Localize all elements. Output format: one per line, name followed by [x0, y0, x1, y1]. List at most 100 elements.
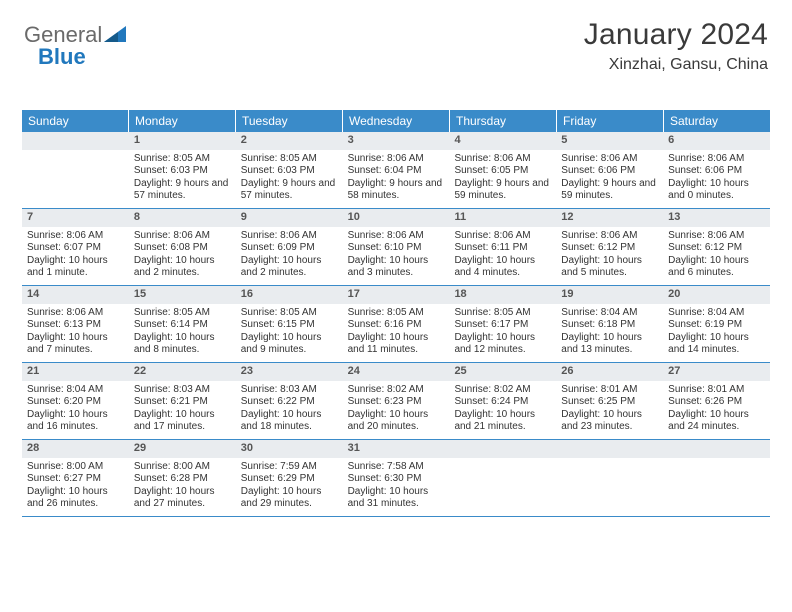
- day-number: 19: [556, 286, 663, 304]
- sunset-text: Sunset: 6:25 PM: [561, 396, 658, 409]
- sunrise-text: Sunrise: 8:05 AM: [241, 307, 338, 320]
- day-cell: 3Sunrise: 8:06 AMSunset: 6:04 PMDaylight…: [343, 132, 450, 208]
- location: Xinzhai, Gansu, China: [584, 56, 768, 74]
- day-cell: 19Sunrise: 8:04 AMSunset: 6:18 PMDayligh…: [556, 286, 663, 362]
- day-number: 10: [343, 209, 450, 227]
- day-body: Sunrise: 7:58 AMSunset: 6:30 PMDaylight:…: [343, 458, 450, 516]
- day-number: 15: [129, 286, 236, 304]
- logo-triangle-icon: [104, 22, 126, 48]
- day-body: Sunrise: 8:06 AMSunset: 6:04 PMDaylight:…: [343, 150, 450, 208]
- sunrise-text: Sunrise: 8:04 AM: [27, 384, 124, 397]
- sunset-text: Sunset: 6:16 PM: [348, 319, 445, 332]
- day-body: Sunrise: 8:01 AMSunset: 6:25 PMDaylight:…: [556, 381, 663, 439]
- day-cell: 26Sunrise: 8:01 AMSunset: 6:25 PMDayligh…: [556, 363, 663, 439]
- sunset-text: Sunset: 6:28 PM: [134, 473, 231, 486]
- sunrise-text: Sunrise: 8:06 AM: [348, 230, 445, 243]
- day-cell: 28Sunrise: 8:00 AMSunset: 6:27 PMDayligh…: [22, 440, 129, 516]
- day-cell: 20Sunrise: 8:04 AMSunset: 6:19 PMDayligh…: [663, 286, 770, 362]
- daylight-text: Daylight: 10 hours and 17 minutes.: [134, 409, 231, 434]
- daylight-text: Daylight: 10 hours and 1 minute.: [27, 255, 124, 280]
- daylight-text: Daylight: 9 hours and 57 minutes.: [241, 178, 338, 203]
- sunset-text: Sunset: 6:22 PM: [241, 396, 338, 409]
- day-body: Sunrise: 8:06 AMSunset: 6:13 PMDaylight:…: [22, 304, 129, 362]
- day-number: 14: [22, 286, 129, 304]
- day-body: Sunrise: 8:05 AMSunset: 6:16 PMDaylight:…: [343, 304, 450, 362]
- sunset-text: Sunset: 6:12 PM: [668, 242, 765, 255]
- sunrise-text: Sunrise: 8:02 AM: [348, 384, 445, 397]
- sunset-text: Sunset: 6:24 PM: [454, 396, 551, 409]
- daylight-text: Daylight: 10 hours and 8 minutes.: [134, 332, 231, 357]
- week-row: 14Sunrise: 8:06 AMSunset: 6:13 PMDayligh…: [22, 286, 770, 363]
- day-cell: 16Sunrise: 8:05 AMSunset: 6:15 PMDayligh…: [236, 286, 343, 362]
- day-number: 18: [449, 286, 556, 304]
- title-block: January 2024 Xinzhai, Gansu, China: [584, 18, 768, 74]
- week-row: 7Sunrise: 8:06 AMSunset: 6:07 PMDaylight…: [22, 209, 770, 286]
- daylight-text: Daylight: 10 hours and 0 minutes.: [668, 178, 765, 203]
- day-body: Sunrise: 8:06 AMSunset: 6:12 PMDaylight:…: [556, 227, 663, 285]
- day-cell: 30Sunrise: 7:59 AMSunset: 6:29 PMDayligh…: [236, 440, 343, 516]
- sunset-text: Sunset: 6:27 PM: [27, 473, 124, 486]
- day-cell: 7Sunrise: 8:06 AMSunset: 6:07 PMDaylight…: [22, 209, 129, 285]
- sunrise-text: Sunrise: 8:02 AM: [454, 384, 551, 397]
- day-number: 20: [663, 286, 770, 304]
- sunrise-text: Sunrise: 8:06 AM: [668, 153, 765, 166]
- sunset-text: Sunset: 6:11 PM: [454, 242, 551, 255]
- weekday-header: Sunday: [22, 110, 129, 132]
- day-body: Sunrise: 8:06 AMSunset: 6:09 PMDaylight:…: [236, 227, 343, 285]
- weeks-container: 1Sunrise: 8:05 AMSunset: 6:03 PMDaylight…: [22, 132, 770, 517]
- day-body: Sunrise: 8:04 AMSunset: 6:19 PMDaylight:…: [663, 304, 770, 362]
- day-number: 21: [22, 363, 129, 381]
- daylight-text: Daylight: 10 hours and 24 minutes.: [668, 409, 765, 434]
- sunset-text: Sunset: 6:03 PM: [241, 165, 338, 178]
- sunset-text: Sunset: 6:05 PM: [454, 165, 551, 178]
- day-cell: 24Sunrise: 8:02 AMSunset: 6:23 PMDayligh…: [343, 363, 450, 439]
- day-cell: 5Sunrise: 8:06 AMSunset: 6:06 PMDaylight…: [556, 132, 663, 208]
- sunrise-text: Sunrise: 8:06 AM: [27, 307, 124, 320]
- day-number: 12: [556, 209, 663, 227]
- sunrise-text: Sunrise: 8:00 AM: [134, 461, 231, 474]
- brand-part2: Blue: [38, 44, 86, 69]
- sunset-text: Sunset: 6:08 PM: [134, 242, 231, 255]
- daylight-text: Daylight: 10 hours and 31 minutes.: [348, 486, 445, 511]
- brand-part2-wrap: Blue: [38, 44, 86, 70]
- daylight-text: Daylight: 10 hours and 2 minutes.: [241, 255, 338, 280]
- daylight-text: Daylight: 9 hours and 57 minutes.: [134, 178, 231, 203]
- day-body: Sunrise: 7:59 AMSunset: 6:29 PMDaylight:…: [236, 458, 343, 516]
- day-number-empty: [449, 440, 556, 458]
- day-number: 11: [449, 209, 556, 227]
- daylight-text: Daylight: 10 hours and 5 minutes.: [561, 255, 658, 280]
- calendar: Sunday Monday Tuesday Wednesday Thursday…: [22, 110, 770, 517]
- day-body: Sunrise: 8:00 AMSunset: 6:27 PMDaylight:…: [22, 458, 129, 516]
- sunrise-text: Sunrise: 8:05 AM: [241, 153, 338, 166]
- sunrise-text: Sunrise: 8:06 AM: [454, 230, 551, 243]
- day-number: 3: [343, 132, 450, 150]
- sunset-text: Sunset: 6:10 PM: [348, 242, 445, 255]
- day-number: 24: [343, 363, 450, 381]
- day-cell: [663, 440, 770, 516]
- sunrise-text: Sunrise: 8:05 AM: [454, 307, 551, 320]
- sunset-text: Sunset: 6:09 PM: [241, 242, 338, 255]
- day-cell: 2Sunrise: 8:05 AMSunset: 6:03 PMDaylight…: [236, 132, 343, 208]
- day-body: Sunrise: 8:06 AMSunset: 6:05 PMDaylight:…: [449, 150, 556, 208]
- day-cell: 14Sunrise: 8:06 AMSunset: 6:13 PMDayligh…: [22, 286, 129, 362]
- week-row: 21Sunrise: 8:04 AMSunset: 6:20 PMDayligh…: [22, 363, 770, 440]
- day-number: 1: [129, 132, 236, 150]
- sunset-text: Sunset: 6:17 PM: [454, 319, 551, 332]
- daylight-text: Daylight: 10 hours and 4 minutes.: [454, 255, 551, 280]
- day-cell: 27Sunrise: 8:01 AMSunset: 6:26 PMDayligh…: [663, 363, 770, 439]
- day-body: Sunrise: 8:06 AMSunset: 6:12 PMDaylight:…: [663, 227, 770, 285]
- day-number: 23: [236, 363, 343, 381]
- day-number: 17: [343, 286, 450, 304]
- daylight-text: Daylight: 10 hours and 11 minutes.: [348, 332, 445, 357]
- sunset-text: Sunset: 6:15 PM: [241, 319, 338, 332]
- day-cell: 4Sunrise: 8:06 AMSunset: 6:05 PMDaylight…: [449, 132, 556, 208]
- daylight-text: Daylight: 10 hours and 18 minutes.: [241, 409, 338, 434]
- sunset-text: Sunset: 6:04 PM: [348, 165, 445, 178]
- daylight-text: Daylight: 9 hours and 58 minutes.: [348, 178, 445, 203]
- day-cell: 25Sunrise: 8:02 AMSunset: 6:24 PMDayligh…: [449, 363, 556, 439]
- day-cell: 10Sunrise: 8:06 AMSunset: 6:10 PMDayligh…: [343, 209, 450, 285]
- day-cell: 13Sunrise: 8:06 AMSunset: 6:12 PMDayligh…: [663, 209, 770, 285]
- day-number: 29: [129, 440, 236, 458]
- day-cell: [22, 132, 129, 208]
- day-body: Sunrise: 8:04 AMSunset: 6:20 PMDaylight:…: [22, 381, 129, 439]
